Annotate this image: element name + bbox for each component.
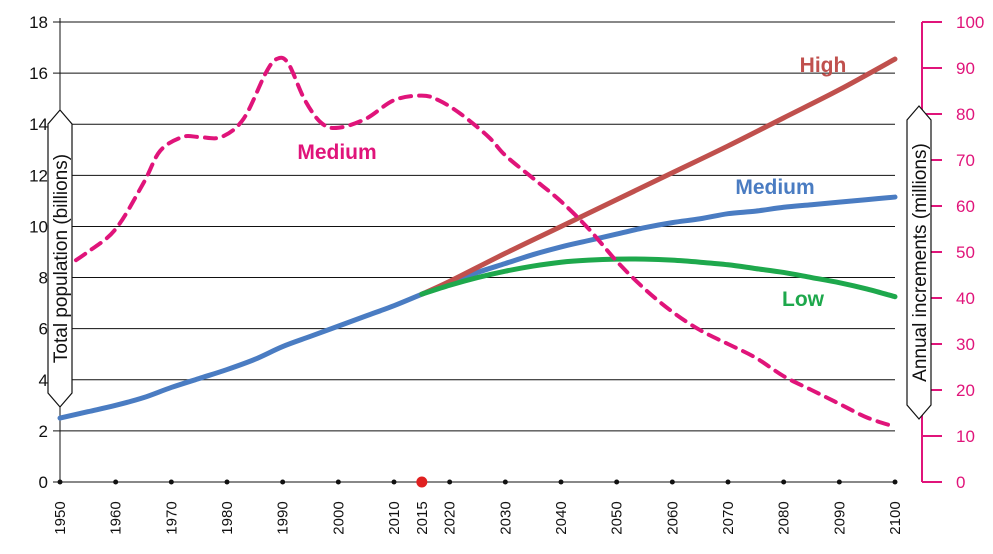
population-medium-line	[57, 194, 898, 421]
x-tick-dot-1980	[224, 479, 230, 485]
right-tick-label: 30	[956, 335, 975, 354]
population-high-line	[419, 56, 898, 297]
x-tick-label: 2020	[442, 501, 459, 534]
right-tick-label: 90	[956, 59, 975, 78]
x-tick-dot-1950	[57, 479, 63, 485]
series-label-medium: Medium	[735, 176, 814, 199]
right-tick-label: 100	[956, 13, 984, 32]
x-tick-label: 1950	[52, 501, 69, 534]
x-tick-label: 1970	[163, 501, 180, 534]
right-tick-label: 80	[956, 105, 975, 124]
left-tick-label: 12	[29, 166, 48, 185]
x-tick-label: 1960	[108, 501, 125, 534]
series-label-low: Low	[782, 288, 825, 311]
right-axis-title-box	[906, 105, 932, 420]
x-tick-label: 1990	[275, 501, 292, 534]
x-tick-label: 2040	[553, 501, 570, 534]
left-tick-label: 2	[39, 422, 48, 441]
left-tick-label: 8	[39, 269, 48, 288]
right-axis-title: Annual increments (millions)	[910, 143, 931, 382]
x-tick-dot-2020	[447, 479, 453, 485]
x-tick-label: 2070	[720, 501, 737, 534]
series-label-high: High	[800, 54, 847, 77]
year-2015-marker	[416, 476, 428, 488]
x-tick-dot-2060	[669, 479, 675, 485]
left-tick-label: 14	[29, 115, 48, 134]
x-tick-dot-2080	[781, 479, 787, 485]
x-tick-label: 2100	[887, 501, 904, 534]
x-tick-label: 2030	[497, 501, 514, 534]
x-tick-label: 2015	[414, 501, 431, 534]
left-tick-label: 10	[29, 217, 48, 236]
x-tick-dot-1970	[168, 479, 174, 485]
right-tick-label: 40	[956, 289, 975, 308]
x-tick-label: 2080	[776, 501, 793, 534]
left-tick-label: 18	[29, 13, 48, 32]
left-axis-title: Total population (billions)	[51, 154, 72, 363]
right-tick-label: 60	[956, 197, 975, 216]
series-label-medium-increment: Medium	[297, 141, 376, 164]
x-tick-dot-2100	[892, 479, 898, 485]
x-tick-dot-2030	[502, 479, 508, 485]
left-tick-label: 16	[29, 64, 48, 83]
x-tick-label: 2060	[664, 501, 681, 534]
x-tick-label: 2090	[831, 501, 848, 534]
right-tick-label: 0	[956, 473, 965, 492]
left-tick-label: 4	[39, 371, 48, 390]
x-tick-dot-2090	[836, 479, 842, 485]
left-tick-label: 6	[39, 320, 48, 339]
x-tick-dot-1990	[280, 479, 286, 485]
grid-lines	[60, 21, 895, 483]
left-tick-label: 0	[39, 473, 48, 492]
x-tick-dot-2040	[558, 479, 564, 485]
x-tick-dot-2010	[391, 479, 397, 485]
series	[57, 55, 898, 429]
x-tick-dot-2050	[614, 479, 620, 485]
x-tick-label: 2010	[386, 501, 403, 534]
right-tick-label: 20	[956, 381, 975, 400]
left-axis-title-box	[47, 109, 73, 408]
labels: Medium High Low Medium Total population (bil…	[47, 54, 932, 420]
increment-medium-line	[58, 55, 897, 429]
right-tick-label: 70	[956, 151, 975, 170]
right-tick-label: 10	[956, 427, 975, 446]
x-tick-dot-2070	[725, 479, 731, 485]
right-tick-label: 50	[956, 243, 975, 262]
x-tick-label: 2000	[330, 501, 347, 534]
x-tick-dot-2000	[335, 479, 341, 485]
x-tick-label: 2050	[609, 501, 626, 534]
x-tick-label: 1980	[219, 501, 236, 534]
x-tick-dot-1960	[113, 479, 119, 485]
population-low-line	[419, 256, 898, 300]
